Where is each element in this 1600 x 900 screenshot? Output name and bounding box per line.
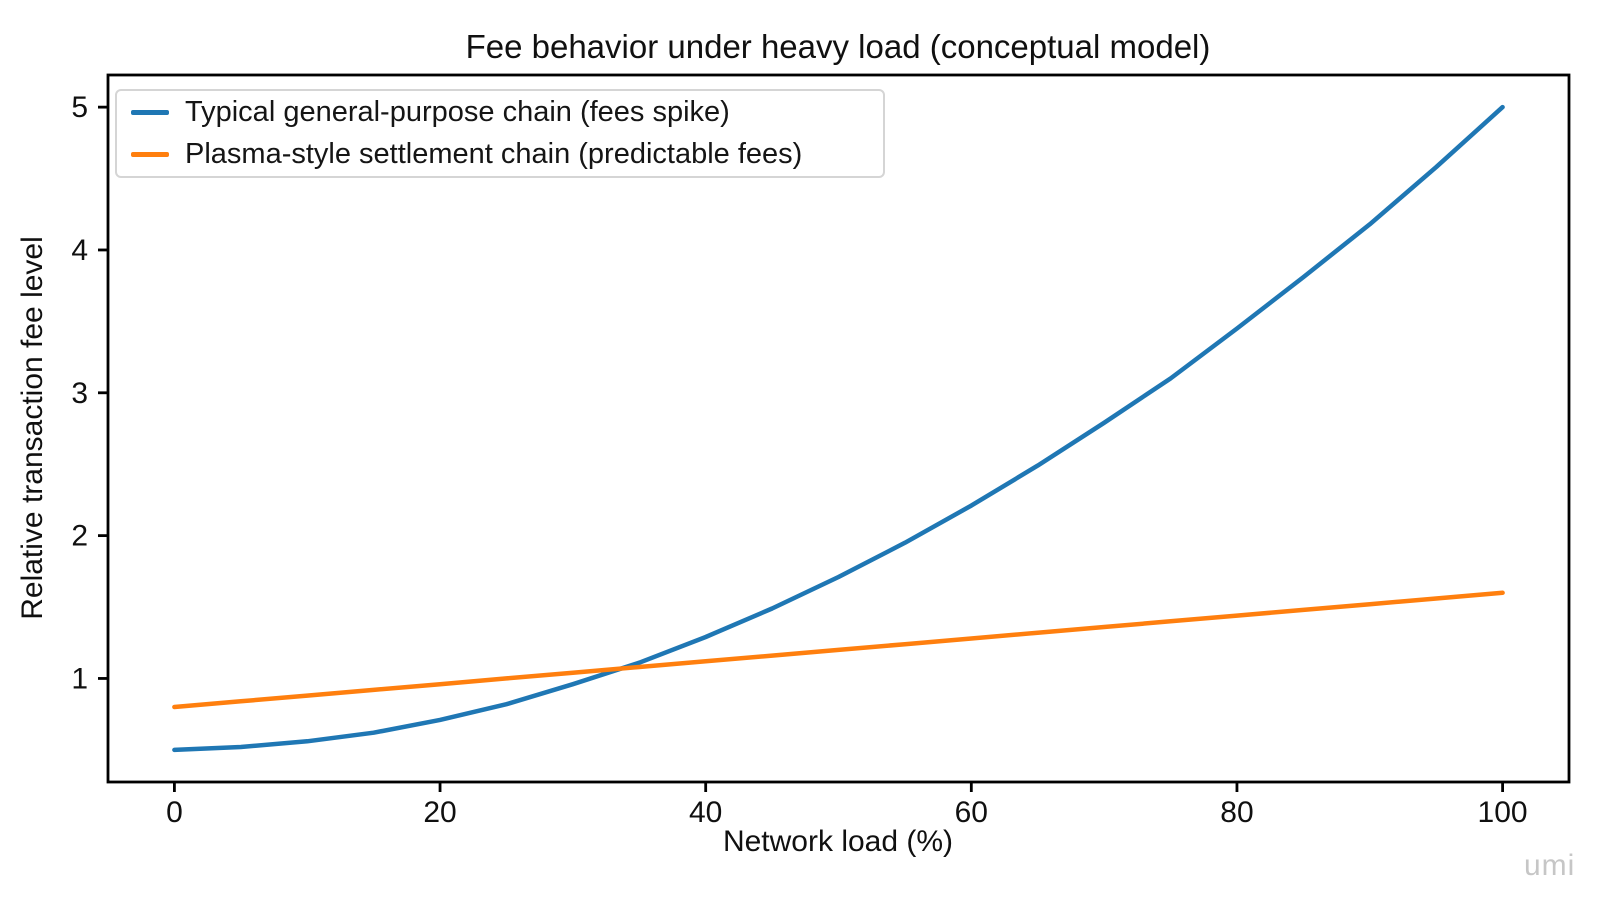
legend-line-swatch-blue [131, 109, 169, 115]
watermark: umi [1524, 849, 1576, 882]
legend-label: Typical general-purpose chain (fees spik… [185, 95, 730, 128]
legend-item-general-purpose-chain: Typical general-purpose chain (fees spik… [123, 91, 883, 134]
series-line-1 [172, 590, 1505, 710]
x-tick-label: 60 [955, 796, 988, 829]
x-axis-label: Network load (%) [723, 825, 953, 858]
y-tick-label: 2 [71, 520, 88, 553]
legend: Typical general-purpose chain (fees spik… [115, 89, 885, 178]
x-tick-label: 0 [166, 796, 183, 829]
plot-border [106, 73, 1571, 784]
x-tick-label: 20 [423, 796, 456, 829]
y-tick-label: 4 [71, 234, 88, 267]
y-axis-label: Relative transaction fee level [16, 236, 49, 620]
legend-item-plasma-chain: Plasma-style settlement chain (predictab… [123, 134, 883, 177]
series-line-0 [172, 104, 1505, 753]
x-tick-label: 80 [1220, 796, 1253, 829]
x-tick-label: 100 [1478, 796, 1528, 829]
plot-area: 0 20 40 60 80 100 1 2 3 4 5 [71, 73, 1571, 829]
legend-label: Plasma-style settlement chain (predictab… [185, 138, 803, 171]
y-tick-label: 5 [71, 91, 88, 124]
y-tick-label: 3 [71, 377, 88, 410]
x-tick-label: 40 [689, 796, 722, 829]
chart-title: Fee behavior under heavy load (conceptua… [466, 28, 1211, 65]
legend-line-swatch-orange [131, 152, 169, 158]
y-tick-label: 1 [71, 662, 88, 695]
